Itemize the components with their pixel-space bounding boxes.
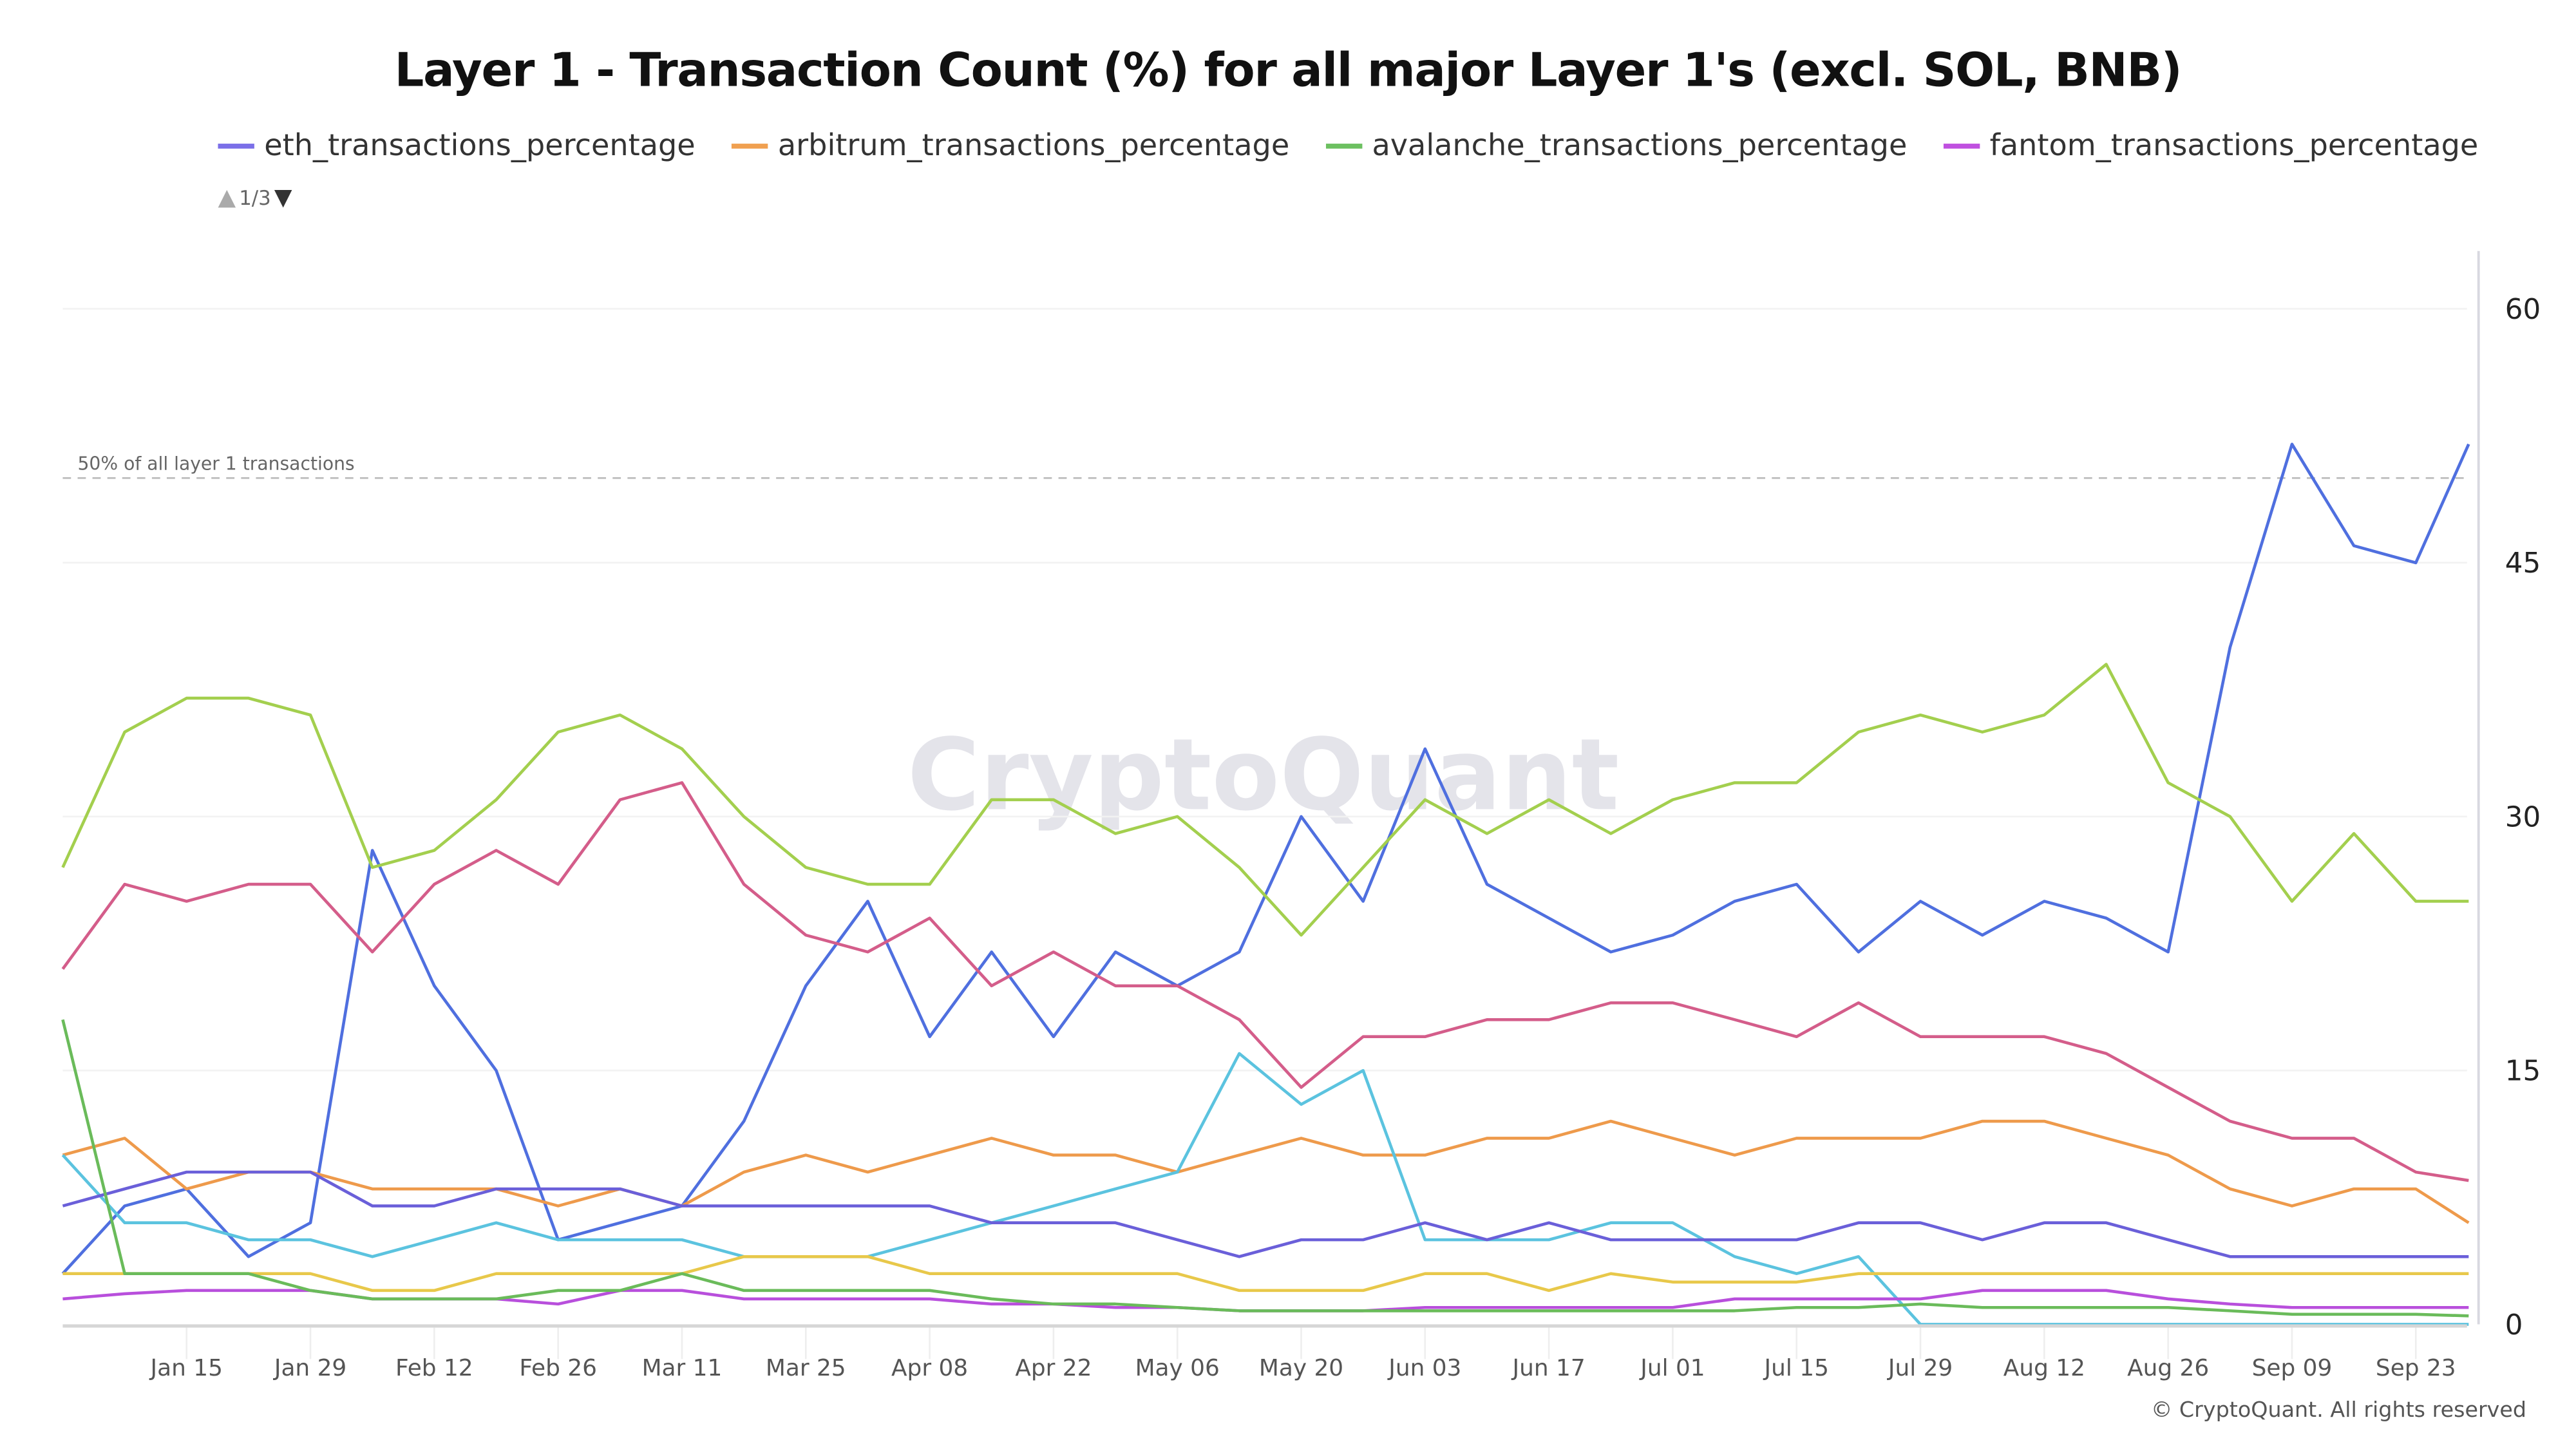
legend-item-fantom[interactable]: fantom_transactions_percentage [1943, 128, 2479, 164]
legend-label: arbitrum_transactions_percentage [777, 128, 1290, 164]
legend-item-eth[interactable]: eth_transactions_percentage [218, 128, 696, 164]
legend-label: fantom_transactions_percentage [1989, 128, 2479, 164]
x-tick-label: Jan 29 [273, 1355, 346, 1381]
x-tick-label: Aug 12 [2003, 1355, 2085, 1381]
x-tick-label: Aug 26 [2127, 1355, 2209, 1381]
series-line-8 [61, 1019, 2469, 1318]
x-tick-label: Mar 25 [766, 1355, 846, 1381]
legend-item-arbitrum[interactable]: arbitrum_transactions_percentage [732, 129, 1289, 164]
legend-label: eth_transactions_percentage [264, 128, 696, 164]
y-tick-label: 0 [2505, 1309, 2523, 1341]
pager-down-icon[interactable]: ▼ [274, 185, 292, 212]
x-tick-label: May 20 [1259, 1355, 1343, 1381]
pager-up-icon[interactable]: ▲ [218, 185, 236, 212]
x-tick-label: Sep 23 [2376, 1355, 2456, 1381]
x-tick-label: Apr 22 [1015, 1355, 1092, 1381]
x-tick-label: Jul 15 [1763, 1355, 1829, 1381]
legend-swatch [732, 144, 768, 149]
series-line-6 [62, 1255, 2469, 1293]
legend-swatch [218, 144, 254, 149]
y-tick-label: 45 [2505, 547, 2541, 580]
y-tick-label: 60 [2505, 294, 2541, 326]
x-tick-label: Jun 03 [1387, 1355, 1461, 1381]
y-tick-label: 30 [2505, 801, 2541, 833]
x-tick-label: Feb 12 [395, 1355, 473, 1381]
legend-label: avalanche_transactions_percentage [1372, 128, 1908, 164]
legend-swatch [1943, 144, 1980, 149]
x-tick-label: Jan 15 [149, 1355, 223, 1381]
legend: eth_transactions_percentage arbitrum_tra… [218, 129, 2478, 164]
annotation-label: 50% of all layer 1 transactions [78, 453, 355, 474]
series-line-1 [61, 781, 2469, 1182]
x-tick-label: Mar 11 [642, 1355, 723, 1381]
legend-item-avalanche[interactable]: avalanche_transactions_percentage [1325, 128, 1908, 164]
series-line-5 [62, 1170, 2469, 1258]
x-tick-label: May 06 [1135, 1355, 1220, 1381]
series-line-2 [61, 663, 2469, 937]
x-tick-label: Jul 01 [1639, 1355, 1705, 1381]
x-tick-label: Feb 26 [519, 1355, 597, 1381]
series-line-4 [61, 1052, 2469, 1326]
legend-pager: ▲ 1/3 ▼ [218, 185, 292, 211]
series-line-3 [62, 1119, 2470, 1224]
x-tick-label: Jul 29 [1887, 1355, 1953, 1381]
watermark: CryptoQuant [907, 717, 1620, 833]
x-tick-label: Sep 09 [2252, 1355, 2333, 1381]
x-tick-label: Apr 08 [891, 1355, 968, 1381]
pager-label: 1/3 [239, 186, 271, 210]
chart-title: Layer 1 - Transaction Count (%) for all … [394, 43, 2183, 98]
y-tick-label: 15 [2505, 1056, 2541, 1088]
x-tick-label: Jun 17 [1511, 1355, 1586, 1381]
legend-swatch [1325, 144, 1363, 149]
series-line-0 [61, 442, 2470, 1275]
copyright: © CryptoQuant. All rights reserved [2150, 1398, 2527, 1424]
